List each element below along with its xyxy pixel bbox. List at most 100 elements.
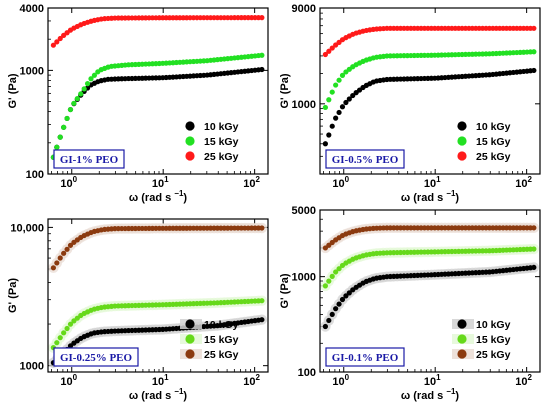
data-point <box>54 39 60 45</box>
data-point <box>346 290 352 296</box>
legend-marker <box>185 136 195 146</box>
series-25-kgy <box>50 15 265 48</box>
data-point <box>322 283 328 289</box>
legend-marker <box>457 319 467 329</box>
data-point <box>531 264 537 271</box>
data-point <box>50 42 56 48</box>
legend-label: 10 kGy <box>204 319 239 331</box>
data-point <box>336 77 342 83</box>
data-point <box>259 66 265 73</box>
data-point <box>50 265 56 271</box>
series-10-kgy <box>320 262 540 332</box>
data-point <box>64 246 70 252</box>
legend-label: 15 kGy <box>476 334 511 346</box>
data-point <box>71 100 77 106</box>
data-point <box>531 246 537 252</box>
data-point <box>329 45 335 51</box>
y-axis-label: G' (Pa) <box>7 278 19 313</box>
series-25-kgy <box>322 25 537 58</box>
data-point <box>57 35 63 42</box>
x-tick-label: 101 <box>424 175 441 190</box>
data-point <box>78 91 84 97</box>
legend-marker <box>457 151 467 161</box>
data-point <box>259 15 265 21</box>
data-point <box>336 109 342 116</box>
legend-marker <box>457 349 467 359</box>
data-point <box>259 225 265 231</box>
x-axis-label: ω (rad s −1) <box>129 387 187 402</box>
y-tick-label: 100 <box>26 169 44 181</box>
series-15-kgy <box>48 295 268 353</box>
x-tick-label: 100 <box>60 175 77 190</box>
panel-label-box <box>53 347 139 367</box>
chart-panel-1: 100 101 102 100 1000 4000 ω (rad s −1) G' (Pa) 1… <box>7 3 269 204</box>
data-point <box>61 250 67 256</box>
data-point <box>329 89 335 95</box>
series-15-kgy <box>50 52 265 160</box>
y-tick-label: 5000 <box>292 205 316 217</box>
legend-marker <box>185 151 195 161</box>
data-point <box>54 260 60 266</box>
legend-label: 10 kGy <box>476 121 511 133</box>
legend-label: 10 kGy <box>204 121 239 133</box>
legend-label: 10 kGy <box>476 319 511 331</box>
y-axis-label: G' (Pa) <box>279 73 291 108</box>
y-tick-label: 10,000 <box>10 222 44 234</box>
series-15-kgy <box>320 243 540 292</box>
data-point <box>350 92 356 99</box>
y-tick-label: 1000 <box>292 272 316 284</box>
series-25-kgy <box>48 222 268 274</box>
data-point <box>54 340 60 346</box>
y-tick-label: 1000 <box>292 99 316 111</box>
data-point <box>531 67 537 74</box>
data-point <box>339 72 346 78</box>
data-point <box>64 325 70 332</box>
data-point <box>57 335 63 341</box>
data-point <box>74 96 80 102</box>
x-tick-label: 102 <box>515 175 532 190</box>
data-point <box>339 104 346 110</box>
legend-marker <box>185 349 195 359</box>
legend-label: 25 kGy <box>204 151 239 163</box>
chart-panel-4: 100 101 102 100 1000 5000 ω (rad s −1) G' (Pa) 1… <box>279 205 541 402</box>
series-25-kgy <box>320 222 540 254</box>
plot-frame <box>47 218 269 373</box>
data-point <box>326 132 332 138</box>
data-point <box>259 298 265 304</box>
panel-label: GI-0.25% PEO <box>60 352 133 364</box>
data-point <box>81 86 87 92</box>
legend-marker <box>185 319 195 329</box>
panel-label-box <box>325 149 405 169</box>
series-10-kgy <box>322 67 537 147</box>
chart-panel-3: 100 101 102 1000 10,000 ω (rad s −1) G' (Pa) 10… <box>7 218 269 402</box>
data-point <box>64 115 70 122</box>
x-tick-label: 101 <box>152 175 169 190</box>
data-point <box>326 278 332 284</box>
panel-label-box <box>53 149 125 169</box>
data-point <box>336 266 342 272</box>
data-point <box>322 141 328 147</box>
legend-marker <box>185 121 195 131</box>
y-tick-label: 1000 <box>20 65 44 77</box>
data-point <box>531 225 537 231</box>
data-point <box>333 269 339 275</box>
data-point <box>88 76 94 82</box>
data-point <box>322 104 328 111</box>
legend-label: 25 kGy <box>476 349 511 361</box>
data-point <box>67 321 74 327</box>
data-point <box>326 317 332 324</box>
legend-label: 25 kGy <box>476 151 511 163</box>
data-point <box>333 115 339 121</box>
data-point <box>346 96 352 102</box>
data-point <box>91 72 98 78</box>
y-tick-label: 1000 <box>20 361 44 373</box>
data-point <box>329 311 335 318</box>
y-tick-label: 4000 <box>20 3 44 15</box>
legend-label: 15 kGy <box>204 334 239 346</box>
y-tick-label: 9000 <box>292 3 316 15</box>
panel-label-box <box>325 347 405 367</box>
panel-label: GI-1% PEO <box>60 154 119 166</box>
chart-panel-2: 100 101 102 1000 9000 ω (rad s −1) G' (Pa) 10 k… <box>279 3 541 204</box>
x-tick-label: 101 <box>152 373 169 388</box>
